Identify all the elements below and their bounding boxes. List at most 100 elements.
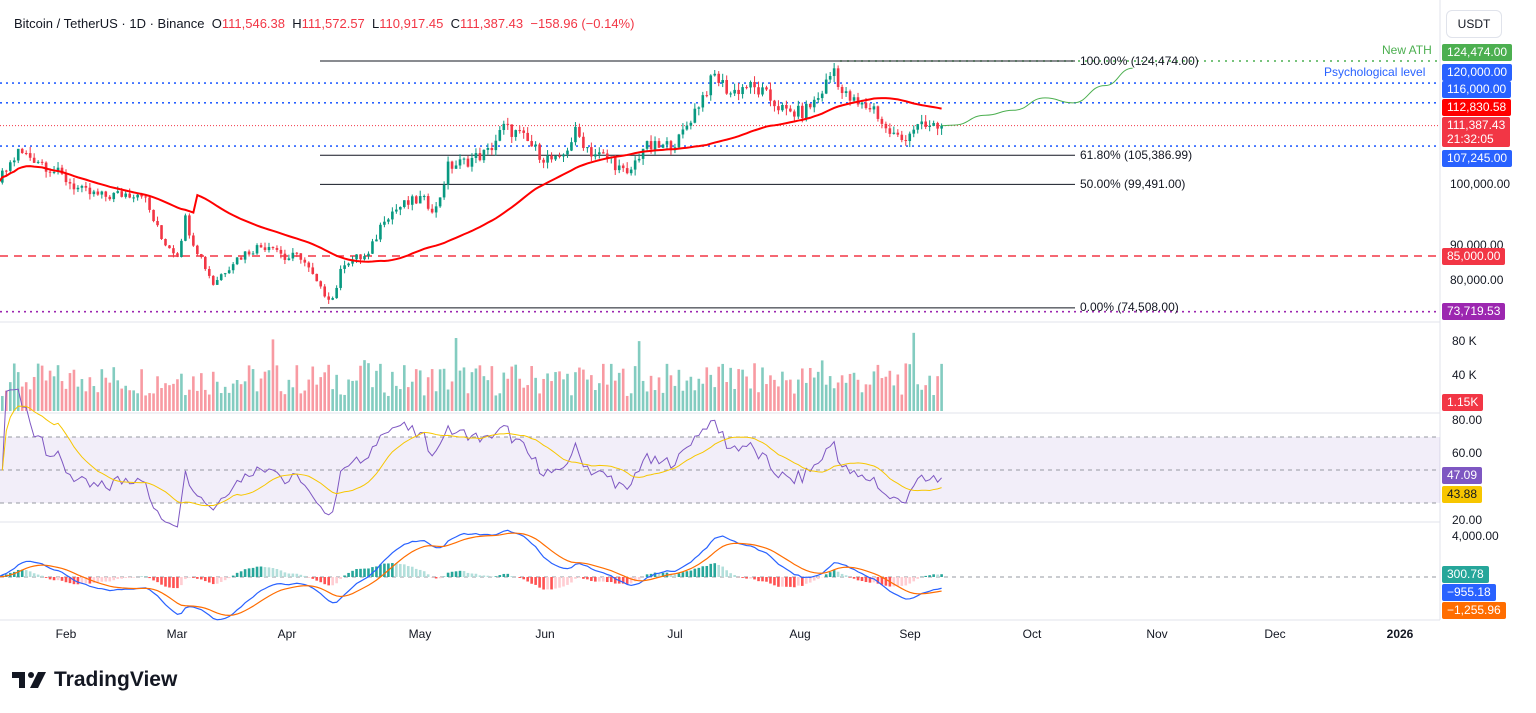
macd-histogram-bar <box>36 574 40 577</box>
macd-histogram-bar <box>749 577 752 579</box>
volume-bar <box>613 380 617 411</box>
symbol-name[interactable]: Bitcoin / TetherUS · 1D · Binance <box>14 16 205 31</box>
volume-bar <box>717 366 721 411</box>
volume-bar <box>68 373 72 411</box>
volume-bar <box>701 383 705 411</box>
candle-body <box>219 274 223 281</box>
macd-histogram-bar <box>156 577 159 583</box>
volume-bar <box>251 369 255 411</box>
volume-bar <box>769 375 772 411</box>
candle-body <box>188 215 191 236</box>
volume-bar <box>148 393 151 411</box>
candle-body <box>542 159 545 163</box>
volume-bar <box>709 374 713 411</box>
volume-bar <box>462 367 466 411</box>
volume-bar <box>92 386 96 411</box>
candle-body <box>303 259 307 263</box>
candle-body <box>677 134 681 148</box>
volume-bar <box>757 392 760 411</box>
volume-bar <box>446 389 450 411</box>
macd-histogram-bar <box>550 577 553 590</box>
macd-histogram-bar <box>566 577 569 585</box>
volume-bar <box>602 363 605 411</box>
candle-body <box>446 161 450 185</box>
volume-bar <box>1 395 4 411</box>
macd-histogram-bar <box>498 575 502 577</box>
macd-histogram-bar <box>299 574 303 577</box>
candle-body <box>371 241 374 254</box>
candle-body <box>916 124 920 130</box>
volume-bar <box>733 388 736 411</box>
macd-histogram-bar <box>44 577 48 578</box>
macd-histogram-bar <box>283 572 287 577</box>
volume-bar <box>590 375 593 411</box>
candle-body <box>108 196 112 200</box>
macd-histogram-bar <box>637 577 641 580</box>
x-axis-label: Oct <box>1022 627 1042 641</box>
macd-histogram-bar <box>510 576 514 577</box>
candle-body <box>243 251 247 260</box>
candle-body <box>450 161 454 169</box>
macd-histogram-bar <box>598 577 601 582</box>
volume-bar <box>319 377 323 411</box>
volume-bar <box>434 391 438 411</box>
volume-bar <box>904 363 908 411</box>
volume-bar <box>916 384 920 411</box>
macd-histogram-bar <box>251 567 255 577</box>
macd-histogram-bar <box>446 572 450 577</box>
macd-histogram-bar <box>403 564 406 577</box>
volume-bar <box>438 369 442 411</box>
x-axis-label: Apr <box>277 627 297 641</box>
candle-body <box>363 256 366 260</box>
macd-histogram-bar <box>351 570 354 577</box>
candle-body <box>5 170 8 172</box>
macd-histogram-bar <box>279 570 283 577</box>
macd-histogram-bar <box>48 577 52 580</box>
candle-body <box>633 160 637 170</box>
macd-histogram-bar <box>188 577 191 578</box>
candle-body <box>442 184 446 198</box>
candle-body <box>578 126 581 137</box>
macd-histogram-bar <box>200 577 203 580</box>
volume-bar <box>80 379 84 411</box>
candle-body <box>765 87 768 90</box>
candle-body <box>239 257 243 260</box>
candle-body <box>399 206 402 210</box>
macd-histogram-bar <box>287 573 291 577</box>
candle-body <box>840 86 844 94</box>
volume-bar <box>44 380 48 411</box>
rsi-axis-label: 20.00 <box>1452 513 1483 527</box>
volume-bar <box>940 363 943 411</box>
candle-body <box>231 264 235 271</box>
price-axis-label: 100,000.00 <box>1450 177 1511 191</box>
level-73k-tag: 73,719.53 <box>1442 303 1506 320</box>
volume-bar <box>466 393 470 411</box>
volume-bar <box>120 388 124 411</box>
macd-histogram-bar <box>769 577 772 584</box>
signal-line <box>0 532 942 616</box>
candle-body <box>661 144 665 148</box>
macd-histogram-bar <box>450 571 454 577</box>
tradingview-logo[interactable]: TradingView <box>12 668 177 692</box>
volume-bar <box>470 372 474 411</box>
volume-bar <box>383 392 386 411</box>
macd-histogram-bar <box>16 569 20 577</box>
volume-bar <box>215 381 219 411</box>
candle-body <box>582 136 585 149</box>
candle-body <box>868 108 872 110</box>
open-value: 111,546.38 <box>221 16 286 31</box>
signal-tag: −1,255.96 <box>1442 602 1506 619</box>
macd-histogram-bar <box>116 577 120 579</box>
candle-body <box>940 125 943 129</box>
candle-body <box>860 102 864 105</box>
volume-bar <box>156 376 159 411</box>
macd-histogram-bar <box>311 577 315 579</box>
macd-histogram-bar <box>120 577 124 579</box>
currency-button[interactable]: USDT <box>1446 10 1502 38</box>
macd-histogram-bar <box>347 572 350 577</box>
volume-bar <box>713 387 717 411</box>
volume-bar <box>315 384 319 411</box>
volume-bar <box>665 363 669 411</box>
x-axis-label: May <box>408 627 432 641</box>
